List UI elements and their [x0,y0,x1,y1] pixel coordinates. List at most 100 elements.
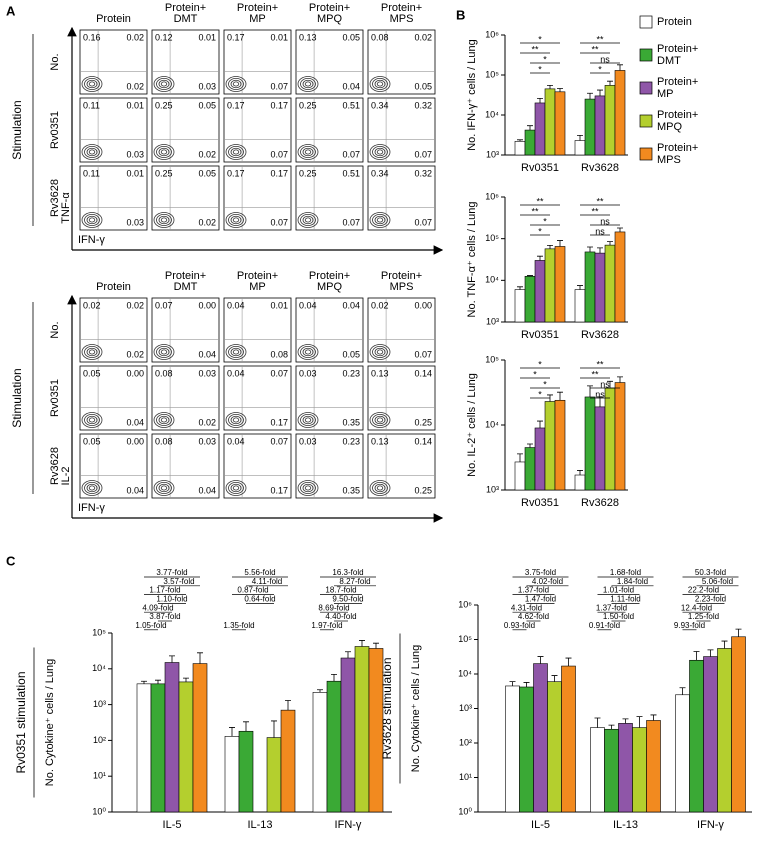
fold-label: 4.40-fold [325,612,356,621]
quadrant-value: 0.13 [371,436,389,446]
quadrant-value: 0.00 [126,436,144,446]
contour [376,485,384,491]
error-bar [345,651,351,659]
quadrant-value: 0.04 [126,485,144,495]
contour [230,347,242,357]
quadrant-value: 0.17 [270,485,288,495]
quadrant-value: 0.07 [270,436,288,446]
column-header: DMT [174,281,198,293]
bar [544,88,556,156]
bar [594,95,606,156]
contour [160,217,168,223]
quadrant-value: 0.35 [342,417,360,427]
bar [514,141,526,156]
quadrant-value: 0.25 [414,417,432,427]
quadrant-value: 0.17 [270,168,288,178]
fold-label: 1.50-fold [603,612,634,621]
y-tick-label: 10⁵ [485,354,499,364]
flow-plot [79,365,148,431]
row-label: Rv0351 [49,111,61,149]
quadrant-value: 0.32 [414,168,432,178]
flow-plot [79,433,148,499]
contour [374,79,386,89]
quadrant-value: 0.03 [198,436,216,446]
column-header: Protein+ [309,270,350,282]
contour [81,344,103,360]
contour [372,213,388,227]
quadrant-value: 0.11 [83,168,100,178]
quadrant-value: 0.25 [299,168,317,178]
bar [689,659,704,813]
error-bar [183,677,189,682]
fold-label: 1.84-fold [617,577,648,586]
side-label: Stimulation [10,100,24,159]
flow-plot [367,97,436,163]
x-tick-label: IFN-γ [697,819,724,831]
flow-plot [295,365,364,431]
column-header: MPQ [317,13,343,25]
column-header: Protein+ [165,2,206,14]
y-tick-label: 10⁰ [458,806,472,816]
contour [374,415,386,425]
contour [230,79,242,89]
contour [374,483,386,493]
x-tick-label: Rv3628 [581,162,619,174]
quadrant-value: 0.08 [371,32,389,42]
contour [302,415,314,425]
quadrant-value: 0.01 [198,32,216,42]
y-axis-label: No. IL-2⁺ cells / Lung [466,373,478,477]
fold-label: 1.37-fold [596,603,627,612]
y-tick-label: 10⁵ [458,634,472,644]
legend-label: Protein+ [657,142,698,154]
flow-plot [367,165,436,231]
bar [632,727,647,813]
column-header: Protein [96,281,131,293]
contour [158,415,170,425]
row-label: Rv0351 [49,379,61,417]
bar [238,730,254,813]
quadrant-value: 0.17 [227,100,245,110]
significance-label: * [543,216,547,226]
bar [584,396,596,491]
error-bar [517,286,523,290]
error-bar [197,652,203,664]
fold-label: 8.27-fold [339,577,370,586]
bar [524,129,536,156]
x-tick-label: Rv3628 [581,497,619,509]
error-bar [617,376,623,383]
column-header: Protein+ [381,270,422,282]
contour [225,76,247,92]
contour [158,347,170,357]
significance-label: ** [531,44,539,54]
contour [88,485,96,491]
bar [590,727,605,813]
fold-label: 0.91-fold [589,621,620,630]
quadrant-value: 0.03 [299,368,317,378]
quadrant-value: 0.03 [299,436,317,446]
y-tick-label: 10⁶ [458,599,472,609]
contour [160,417,168,423]
quadrant-value: 0.04 [299,300,317,310]
contour [230,483,242,493]
row-label: No. [49,321,61,338]
error-bar [557,240,563,247]
contour [84,213,100,227]
bar [614,382,626,491]
bar [192,663,208,813]
quadrant-value: 0.07 [414,149,432,159]
fold-label: 4.31-fold [511,603,542,612]
contour [300,345,316,359]
y-tick-label: 10⁵ [485,69,499,79]
contour [225,144,247,160]
contour [160,81,168,87]
bar [524,447,536,491]
contour [302,79,314,89]
contour [228,413,244,427]
y-tick-label: 10³ [486,149,499,159]
y-tick-label: 10¹ [459,772,472,782]
legend-label: MPQ [657,121,683,133]
legend-swatch [639,15,653,29]
error-bar [607,241,613,246]
fold-label: 3.75-fold [525,568,556,577]
quadrant-value: 0.03 [198,81,216,91]
